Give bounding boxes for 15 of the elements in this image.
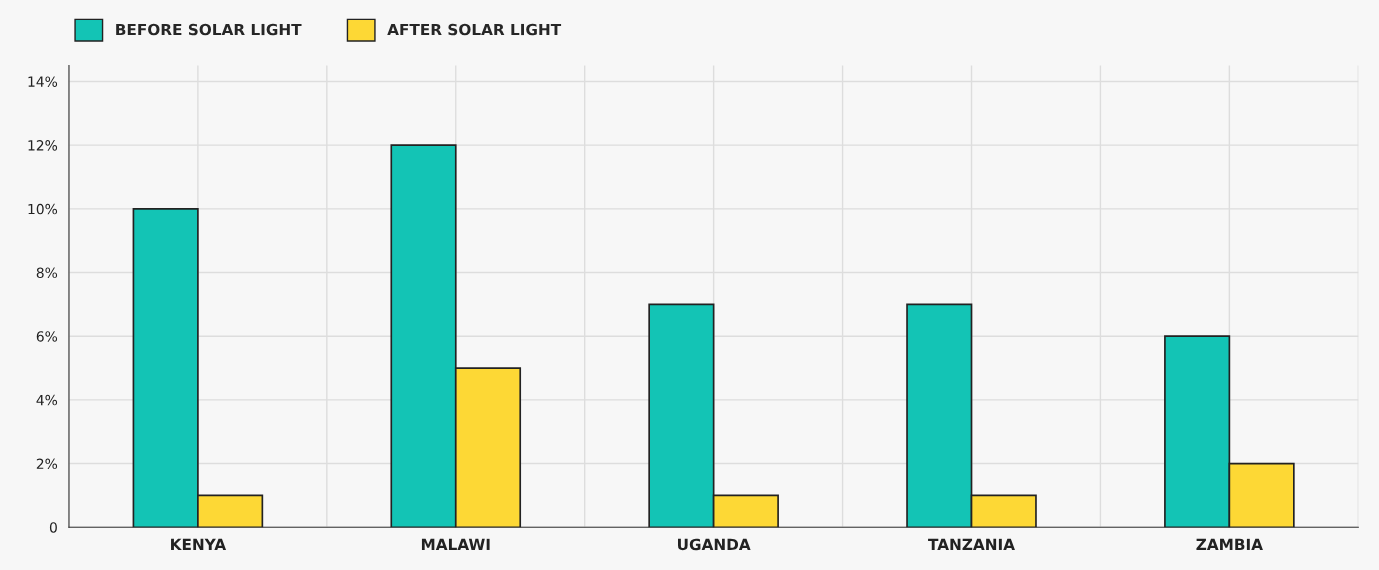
y-tick-label: 6%: [36, 331, 58, 342]
x-tick-label: KENYA: [171, 538, 227, 550]
y-tick-label: 14%: [28, 76, 58, 87]
legend-label: BEFORE SOLAR LIGHT: [116, 23, 302, 36]
x-tick-label: UGANDA: [678, 538, 751, 551]
y-tick-label: 0: [49, 522, 57, 533]
x-tick-label: ZAMBIA: [1196, 538, 1263, 550]
y-tick-label: 2%: [36, 458, 58, 470]
x-tick-label: TANZANIA: [928, 538, 1015, 550]
y-tick-label: 12%: [28, 140, 58, 151]
y-tick-label: 8%: [36, 267, 58, 278]
y-tick-label: 4%: [36, 394, 58, 406]
y-tick-label: 10%: [28, 203, 58, 215]
legend-label: AFTER SOLAR LIGHT: [387, 23, 562, 36]
x-tick-label: MALAWI: [421, 538, 490, 550]
